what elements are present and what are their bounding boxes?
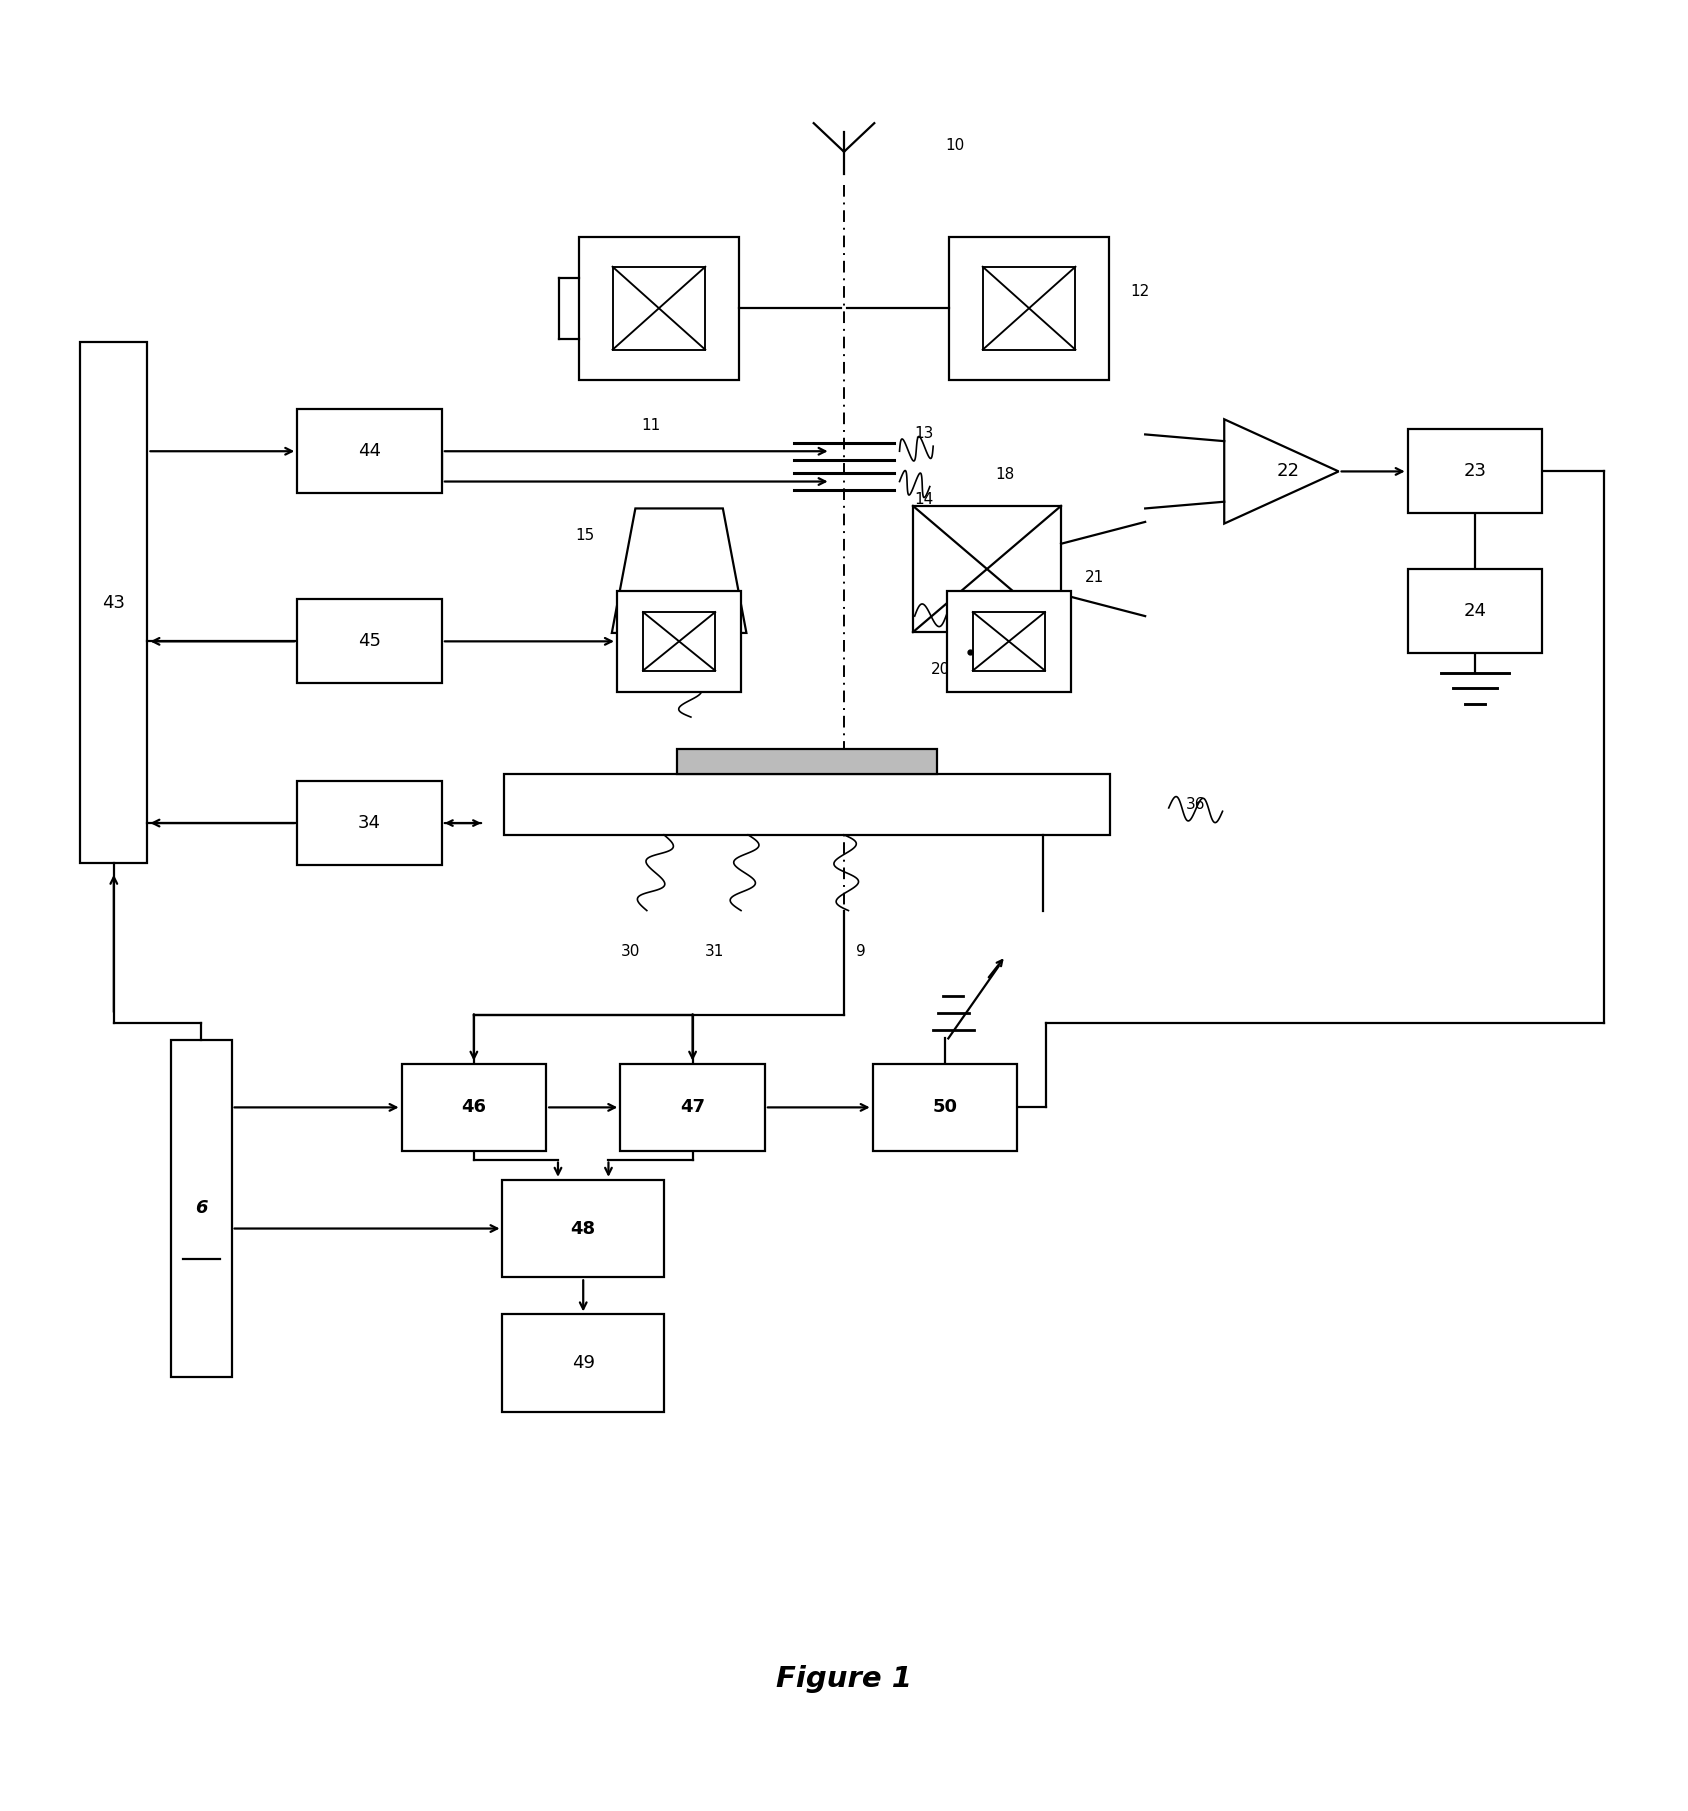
Text: 10: 10 <box>945 138 964 152</box>
Text: 44: 44 <box>358 442 381 460</box>
Text: 17: 17 <box>684 661 702 677</box>
Bar <box>170 1040 231 1376</box>
Bar <box>505 775 1109 835</box>
Bar <box>297 599 442 683</box>
Bar <box>579 237 739 380</box>
Bar <box>503 1179 663 1277</box>
Bar <box>402 1063 547 1152</box>
Bar <box>297 409 442 493</box>
Bar <box>503 1315 663 1413</box>
Bar <box>677 750 937 775</box>
Bar <box>947 590 1072 692</box>
Text: 45: 45 <box>358 632 381 650</box>
Text: Figure 1: Figure 1 <box>776 1666 912 1693</box>
Text: 23: 23 <box>1463 462 1487 480</box>
Bar <box>972 612 1045 670</box>
Text: 36: 36 <box>1185 797 1205 811</box>
Text: 24: 24 <box>1463 601 1487 619</box>
Text: 43: 43 <box>103 594 125 612</box>
Bar <box>79 342 147 864</box>
Bar <box>297 781 442 866</box>
Text: 47: 47 <box>680 1099 706 1116</box>
Text: 13: 13 <box>915 426 933 442</box>
Bar <box>1408 429 1543 514</box>
Bar <box>613 266 706 350</box>
Bar <box>913 505 1062 632</box>
Text: 48: 48 <box>571 1219 596 1237</box>
Text: 50: 50 <box>932 1099 957 1116</box>
Bar <box>643 612 716 670</box>
Text: 21: 21 <box>1085 570 1104 585</box>
Text: 6: 6 <box>196 1199 208 1217</box>
Text: 12: 12 <box>1129 284 1150 299</box>
Text: 34: 34 <box>358 815 381 831</box>
Text: 46: 46 <box>461 1099 486 1116</box>
Text: 15: 15 <box>576 527 594 543</box>
Text: 20: 20 <box>930 663 950 677</box>
Bar <box>873 1063 1018 1152</box>
Text: 16: 16 <box>987 607 1006 621</box>
Bar <box>982 266 1075 350</box>
Bar <box>949 237 1109 380</box>
Bar <box>1408 569 1543 654</box>
Bar <box>616 590 741 692</box>
Text: 22: 22 <box>1276 462 1300 480</box>
Text: 18: 18 <box>996 467 1014 482</box>
Text: 31: 31 <box>706 944 724 960</box>
Text: 11: 11 <box>641 418 660 433</box>
Text: 14: 14 <box>915 491 933 507</box>
Text: 49: 49 <box>572 1355 594 1373</box>
Bar <box>619 1063 765 1152</box>
Text: 9: 9 <box>856 944 866 960</box>
Text: 30: 30 <box>621 944 640 960</box>
